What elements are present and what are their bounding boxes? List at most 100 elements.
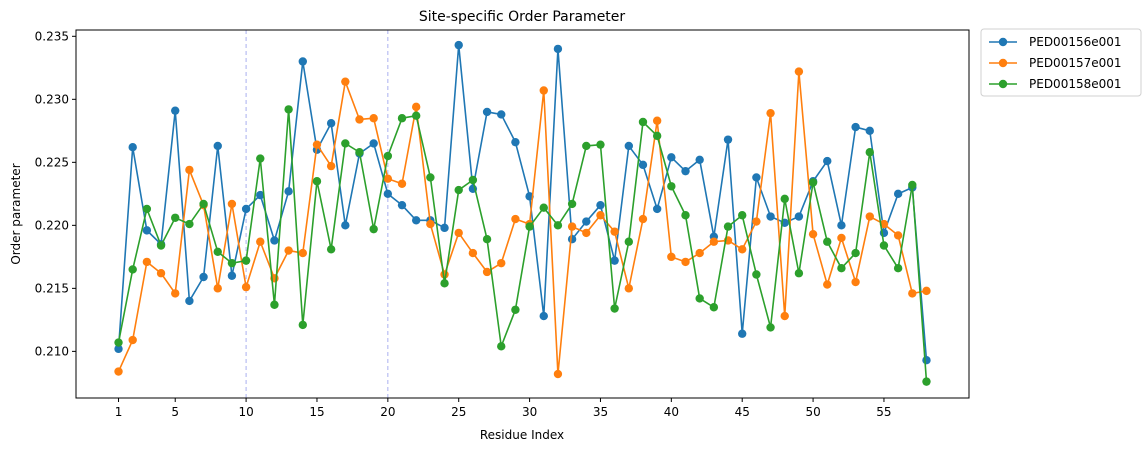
x-tick-label: 50 [805,405,820,419]
data-point [525,222,534,231]
data-point [851,122,860,132]
data-point [426,173,435,182]
data-point [681,211,690,220]
data-point [610,304,619,313]
data-point [893,263,903,273]
data-point [298,248,307,258]
data-point [497,110,506,119]
x-axis-ticks: 1 5 10 15 20 25 30 35 40 45 50 55 [115,398,892,419]
x-tick-label: 35 [593,405,608,419]
data-point [667,153,676,162]
data-point [624,237,634,246]
data-point [695,248,704,258]
data-point [567,235,577,244]
series-layer [114,40,931,386]
data-point [808,229,818,239]
series-line-PED00157e001 [117,70,927,375]
legend-marker-PED00158e001 [998,79,1008,89]
data-point [582,141,591,151]
y-tick-label: 0.210 [35,344,69,358]
data-point [454,228,463,238]
x-tick-label: 20 [380,405,395,419]
data-point [794,67,804,76]
data-point [582,228,591,238]
data-point [752,270,761,279]
data-point [794,212,804,221]
chart-title: Site-specific Order Parameter [419,9,626,25]
data-point [738,245,747,254]
data-point [369,224,378,234]
x-tick-label: 55 [876,405,891,419]
data-point [624,284,634,293]
data-point [723,222,733,231]
data-point [837,233,846,243]
data-point [851,248,860,258]
data-point [879,219,889,229]
data-point [171,213,180,222]
data-point [837,221,846,230]
data-point [922,355,931,365]
data-point [454,185,463,195]
y-tick-label: 0.235 [35,29,69,43]
data-point [284,246,293,255]
data-point [426,219,435,229]
data-point [667,182,676,191]
data-point [128,265,137,274]
y-tick-label: 0.225 [35,155,69,169]
data-point [383,174,393,183]
data-point [667,252,676,262]
data-point [482,107,492,117]
series-PED00156e001 [114,40,931,365]
data-point [383,189,393,199]
series-PED00157e001 [114,67,931,379]
x-tick-label: 30 [522,405,537,419]
data-point [482,267,492,277]
x-tick-label: 10 [238,405,253,419]
series-PED00158e001 [114,105,931,386]
x-axis-label: Residue Index [480,428,564,442]
data-point [823,280,832,289]
data-point [610,227,619,236]
x-tick-label: 40 [664,405,679,419]
data-point [383,151,393,161]
data-point [171,289,180,298]
data-point [227,271,237,280]
data-point [922,286,931,296]
x-tick-label: 5 [171,405,179,419]
data-point [652,116,662,125]
series-line-PED00158e001 [117,108,928,382]
data-point [284,105,293,114]
x-tick-label: 15 [309,405,324,419]
data-point [511,214,520,224]
data-point [284,187,293,196]
data-point [341,221,350,230]
data-point [468,248,478,258]
data-point [596,211,605,220]
x-tick-label: 25 [451,405,466,419]
data-point [624,141,634,151]
y-axis-label: Order parameter [9,163,23,264]
data-point [326,245,336,254]
data-point [681,166,690,176]
data-point [582,217,591,226]
data-point [156,241,166,250]
data-point [567,222,577,231]
data-point [638,117,648,127]
data-point [539,311,548,321]
data-point [369,114,378,123]
data-point [114,338,123,347]
data-point [808,178,818,187]
legend-marker-PED00156e001 [998,37,1008,47]
legend-label: PED00157e001 [1029,56,1122,70]
data-point [851,277,860,287]
data-point [142,226,152,235]
data-point [312,177,322,186]
data-point [596,140,605,149]
data-point [553,44,563,54]
data-point [908,180,917,190]
data-point [865,212,874,221]
data-point [213,284,222,293]
y-axis-ticks: 0.210 0.215 0.220 0.225 0.230 0.235 [35,29,76,358]
data-point [298,320,307,330]
